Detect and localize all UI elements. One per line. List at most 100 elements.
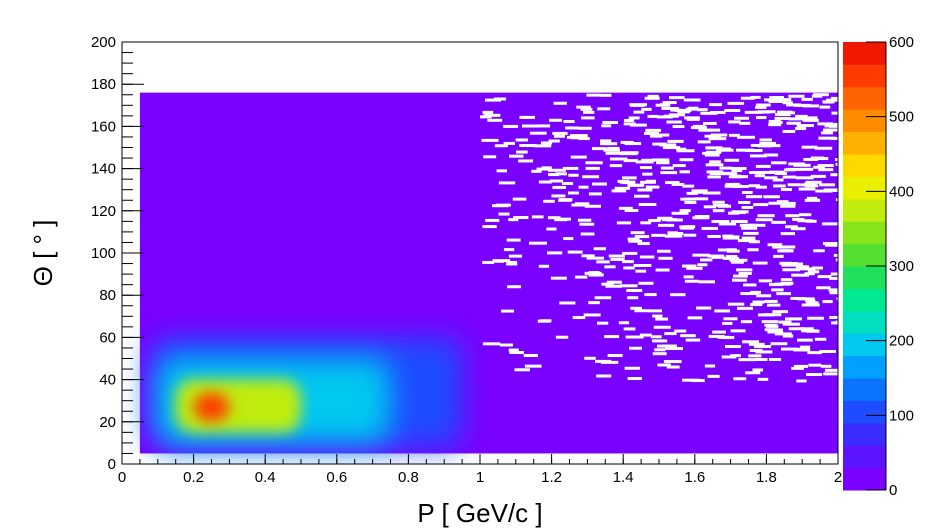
empty-bin bbox=[550, 276, 567, 280]
empty-bin bbox=[686, 117, 700, 121]
empty-bin bbox=[830, 173, 838, 177]
empty-bin bbox=[701, 226, 719, 230]
empty-bin bbox=[731, 278, 747, 282]
empty-bin bbox=[630, 231, 645, 235]
empty-bin bbox=[724, 158, 740, 162]
empty-bin bbox=[780, 245, 796, 249]
empty-bin bbox=[635, 269, 647, 273]
empty-bin bbox=[614, 186, 631, 190]
empty-bin bbox=[822, 242, 838, 246]
empty-bin bbox=[639, 333, 652, 337]
empty-bin bbox=[749, 171, 765, 175]
empty-bin bbox=[652, 314, 663, 318]
density-region bbox=[193, 392, 230, 422]
empty-bin bbox=[653, 325, 671, 329]
empty-bin bbox=[718, 171, 732, 175]
empty-bin bbox=[516, 150, 528, 154]
empty-bin bbox=[805, 180, 822, 184]
empty-bin bbox=[829, 291, 838, 295]
empty-bin bbox=[830, 96, 838, 100]
empty-bin bbox=[581, 254, 595, 258]
empty-bin bbox=[648, 219, 661, 223]
empty-bin bbox=[741, 226, 758, 230]
empty-bin bbox=[834, 289, 838, 293]
empty-bin bbox=[788, 117, 806, 121]
empty-bin bbox=[670, 108, 681, 112]
empty-bin bbox=[686, 191, 698, 195]
empty-bin bbox=[763, 195, 780, 199]
empty-bin bbox=[818, 168, 834, 172]
empty-bin bbox=[650, 134, 663, 138]
empty-bin bbox=[709, 103, 722, 107]
empty-bin bbox=[785, 214, 800, 218]
empty-bin bbox=[682, 378, 700, 382]
empty-bin bbox=[553, 134, 565, 138]
empty-bin bbox=[791, 273, 810, 277]
empty-bin bbox=[717, 248, 731, 252]
empty-bin bbox=[725, 344, 741, 348]
colorbar-tick-label: 0 bbox=[889, 482, 897, 499]
empty-bin bbox=[759, 138, 772, 142]
empty-bin bbox=[616, 221, 632, 225]
empty-bin bbox=[670, 293, 686, 297]
empty-bin bbox=[778, 320, 792, 324]
empty-bin bbox=[700, 111, 718, 115]
empty-bin bbox=[534, 144, 552, 148]
empty-bin bbox=[766, 144, 781, 148]
x-axis: 0 0.2 0.4 0.6 0.8 1 1.2 1.4 1.6 1.8 2 bbox=[118, 454, 842, 486]
empty-bin bbox=[730, 329, 746, 333]
empty-bin bbox=[503, 248, 515, 252]
empty-bin bbox=[694, 197, 709, 201]
empty-bin bbox=[778, 98, 792, 102]
empty-bin bbox=[819, 350, 836, 354]
empty-bin bbox=[795, 265, 810, 269]
colorbar-tick-label: 500 bbox=[889, 109, 914, 126]
empty-bin bbox=[785, 225, 798, 229]
empty-bin bbox=[768, 328, 783, 332]
y-axis-title: Θ [ ° ] bbox=[28, 220, 58, 287]
empty-bin bbox=[800, 345, 811, 349]
empty-bin bbox=[492, 259, 504, 263]
empty-bin bbox=[644, 293, 657, 297]
empty-bin bbox=[749, 154, 767, 158]
empty-bin bbox=[686, 266, 703, 270]
empty-bin bbox=[572, 316, 586, 320]
empty-bin bbox=[683, 233, 697, 237]
empty-bin bbox=[645, 179, 657, 183]
empty-bin bbox=[602, 121, 618, 125]
empty-bin bbox=[821, 222, 838, 226]
empty-bin bbox=[805, 299, 816, 303]
empty-bin bbox=[618, 206, 633, 210]
empty-bin bbox=[811, 94, 823, 98]
empty-bin bbox=[795, 176, 814, 180]
empty-bin bbox=[782, 334, 794, 338]
empty-bin bbox=[831, 111, 838, 115]
empty-bin bbox=[752, 300, 765, 304]
empty-bin bbox=[579, 222, 595, 226]
empty-bin bbox=[482, 260, 495, 264]
empty-bin bbox=[561, 181, 574, 185]
empty-bin bbox=[757, 214, 775, 218]
empty-bin bbox=[807, 351, 822, 355]
empty-bin bbox=[552, 185, 567, 189]
empty-bin bbox=[776, 110, 793, 114]
empty-bin bbox=[708, 137, 727, 141]
empty-bin bbox=[494, 144, 508, 148]
colorbar-segment bbox=[843, 131, 886, 155]
empty-bin bbox=[482, 225, 497, 229]
empty-bin bbox=[584, 356, 596, 360]
empty-bin bbox=[583, 110, 595, 114]
empty-bin bbox=[721, 336, 735, 340]
empty-bin bbox=[584, 204, 601, 208]
x-tick-label: 1.8 bbox=[756, 469, 777, 486]
empty-bin bbox=[738, 201, 751, 205]
empty-bin bbox=[501, 309, 515, 313]
empty-bin bbox=[737, 306, 754, 310]
empty-bin bbox=[820, 364, 832, 368]
empty-bin bbox=[692, 253, 711, 257]
empty-bin bbox=[623, 327, 636, 331]
empty-bin bbox=[739, 121, 751, 125]
empty-bin bbox=[605, 284, 622, 288]
empty-bin bbox=[624, 118, 635, 122]
empty-bin bbox=[503, 141, 515, 145]
